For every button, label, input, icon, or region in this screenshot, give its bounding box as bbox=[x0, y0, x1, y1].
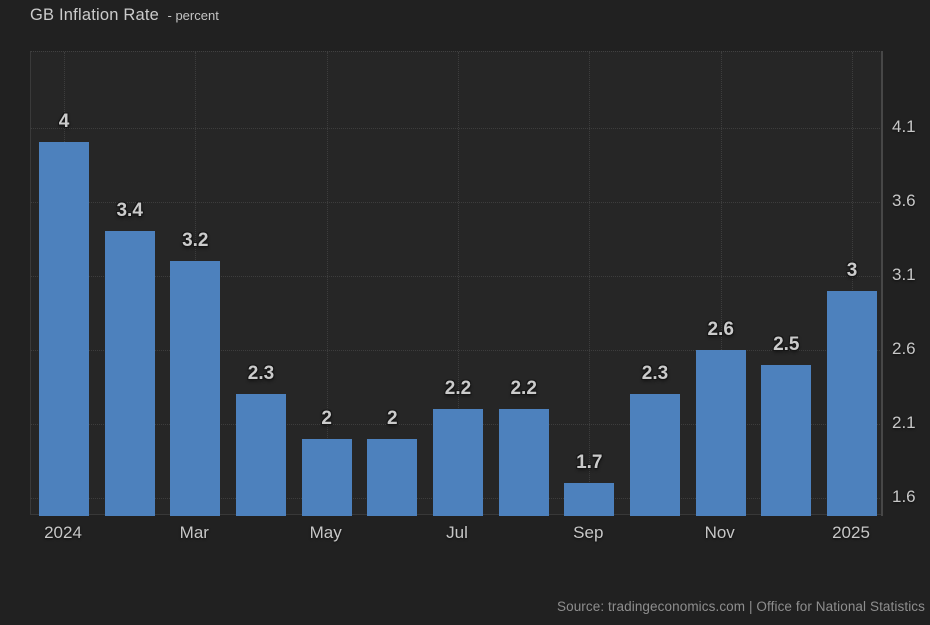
bar[interactable] bbox=[170, 261, 221, 516]
bar-value-label: 2 bbox=[387, 407, 398, 429]
gridline-horizontal bbox=[31, 275, 882, 277]
bar-value-label: 4 bbox=[58, 111, 70, 133]
bar-value-label: 2 bbox=[321, 407, 332, 429]
chart-header: GB Inflation Rate - percent bbox=[30, 6, 219, 25]
x-axis-label: Mar bbox=[179, 523, 209, 542]
x-axis-label: May bbox=[309, 523, 342, 542]
chart-subtitle: - percent bbox=[167, 8, 219, 23]
chart-title: GB Inflation Rate bbox=[30, 6, 160, 24]
x-axis-label: Nov bbox=[704, 523, 735, 542]
bar[interactable] bbox=[630, 394, 680, 516]
bar-value-label: 3.4 bbox=[116, 200, 143, 222]
y-axis-label: 3.1 bbox=[892, 264, 916, 284]
gridline-horizontal bbox=[31, 350, 882, 351]
x-axis-label: 2024 bbox=[44, 523, 82, 542]
bar[interactable] bbox=[564, 483, 615, 516]
bar-value-label: 2.6 bbox=[707, 319, 734, 340]
bar[interactable] bbox=[761, 364, 812, 516]
gridline-vertical bbox=[852, 52, 853, 514]
y-axis-label: 2.6 bbox=[892, 339, 916, 358]
bar[interactable] bbox=[827, 290, 877, 516]
gridline-vertical bbox=[720, 52, 722, 514]
bar[interactable] bbox=[695, 350, 746, 516]
gridline-horizontal bbox=[31, 127, 882, 129]
bar-value-label: 3 bbox=[846, 259, 858, 281]
y-axis-label: 1.6 bbox=[892, 487, 916, 507]
bar-value-label: 1.7 bbox=[576, 452, 603, 474]
bar[interactable] bbox=[433, 409, 483, 516]
y-axis-line bbox=[881, 51, 883, 516]
bar[interactable] bbox=[104, 231, 155, 516]
gridline-horizontal bbox=[31, 201, 882, 203]
bar-value-label: 2.2 bbox=[510, 378, 537, 400]
x-axis-label: 2025 bbox=[832, 523, 870, 542]
gridline-vertical bbox=[458, 52, 459, 514]
gridline-vertical bbox=[326, 52, 328, 514]
bar[interactable] bbox=[498, 409, 549, 516]
bar[interactable] bbox=[301, 438, 352, 516]
bar[interactable] bbox=[236, 394, 286, 516]
source-attribution: Source: tradingeconomics.com | Office fo… bbox=[556, 599, 925, 614]
y-axis-label: 4.1 bbox=[892, 116, 916, 136]
y-axis-label: 2.1 bbox=[892, 413, 916, 433]
gridline-vertical bbox=[589, 52, 591, 514]
bar[interactable] bbox=[367, 438, 418, 516]
x-axis-label: Jul bbox=[446, 523, 468, 542]
bar-value-label: 2.5 bbox=[773, 333, 800, 355]
x-axis-label: Sep bbox=[573, 523, 604, 542]
bar-value-label: 2.2 bbox=[444, 378, 472, 400]
bar[interactable] bbox=[39, 142, 89, 516]
bar-value-label: 3.2 bbox=[182, 230, 209, 251]
plot-area[interactable]: 4 3.4 3.2 2.3 2 2 2.2 2.2 1.7 2.3 2.6 2.5 3 bbox=[30, 51, 882, 516]
y-axis-label: 3.6 bbox=[892, 190, 916, 210]
bar-value-label: 2.3 bbox=[247, 363, 275, 385]
bar-value-label: 2.3 bbox=[641, 363, 669, 385]
